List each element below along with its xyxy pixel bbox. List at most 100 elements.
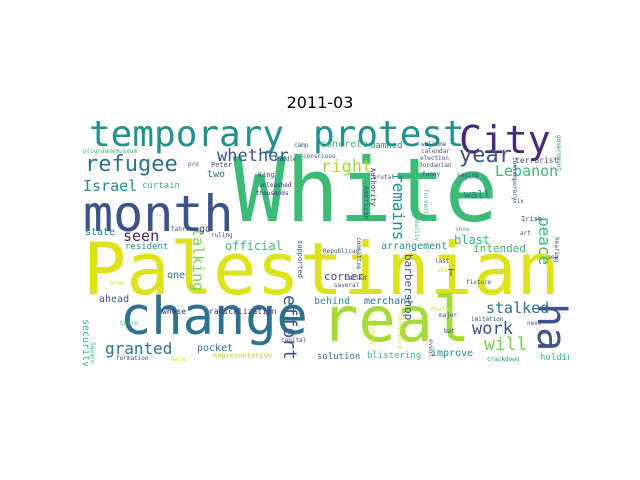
word: whose bbox=[162, 307, 187, 316]
word: go bbox=[199, 224, 212, 235]
word: Cairo bbox=[120, 320, 139, 327]
word: Peter bbox=[211, 161, 233, 169]
word: state bbox=[85, 227, 116, 238]
word: City bbox=[459, 121, 551, 162]
word: Gaza bbox=[171, 356, 186, 363]
word: Representative bbox=[213, 352, 273, 360]
word: contemporary bbox=[511, 157, 518, 201]
word: King bbox=[258, 171, 275, 179]
word: granted bbox=[105, 339, 173, 358]
word: formation bbox=[116, 355, 149, 362]
word: funny bbox=[422, 171, 441, 178]
word: behind bbox=[314, 296, 351, 307]
word: improve bbox=[431, 348, 474, 359]
word: event bbox=[427, 339, 434, 358]
word: several bbox=[334, 282, 360, 289]
word: one bbox=[167, 270, 186, 281]
word: welcome bbox=[421, 141, 447, 148]
word: fixture bbox=[466, 279, 492, 286]
word: White bbox=[233, 139, 498, 242]
word: work bbox=[472, 319, 513, 339]
word: thousands bbox=[256, 190, 289, 197]
word: terrorist bbox=[515, 156, 559, 165]
word: seen bbox=[123, 227, 160, 245]
word: saying bbox=[457, 172, 479, 179]
word: whether bbox=[217, 146, 289, 166]
word: six bbox=[513, 198, 524, 205]
word: change bbox=[120, 287, 308, 347]
word: show bbox=[455, 226, 470, 233]
word: protest bbox=[313, 121, 465, 155]
word: last bbox=[435, 258, 450, 265]
word: see bbox=[547, 254, 558, 261]
word: two bbox=[207, 169, 226, 180]
word: conference bbox=[396, 313, 403, 350]
word: major bbox=[439, 312, 458, 319]
word: right bbox=[321, 157, 373, 177]
word: imitation bbox=[471, 316, 504, 323]
word: arrangement bbox=[381, 241, 448, 252]
word: holding bbox=[540, 353, 570, 363]
word: refugee bbox=[85, 152, 178, 177]
word: committee bbox=[355, 237, 362, 270]
word: year bbox=[459, 143, 512, 168]
word: month bbox=[83, 185, 234, 243]
word: American bbox=[362, 186, 370, 220]
word: corner bbox=[324, 270, 364, 283]
word: effort bbox=[279, 295, 300, 361]
word: blistering bbox=[367, 351, 422, 361]
word: solution bbox=[317, 352, 361, 362]
word: election bbox=[420, 155, 449, 162]
word: temporary bbox=[89, 121, 285, 155]
word: Middle bbox=[275, 156, 297, 163]
word: Army bbox=[110, 280, 125, 287]
word: fervently bbox=[422, 189, 429, 222]
word: barbershop bbox=[402, 254, 415, 321]
word: ruling bbox=[211, 232, 233, 239]
word: lasting bbox=[369, 319, 376, 345]
word: remains bbox=[389, 173, 408, 241]
word: brutal bbox=[373, 174, 395, 181]
word: radicalization bbox=[209, 307, 277, 316]
word: Israel bbox=[83, 177, 138, 195]
word: resident bbox=[125, 242, 169, 252]
word: official bbox=[225, 239, 283, 253]
word: calendar bbox=[421, 148, 450, 155]
word: Palestinian bbox=[83, 227, 560, 311]
word: damned bbox=[370, 141, 403, 151]
word: next bbox=[527, 320, 542, 327]
word: Tahrir bbox=[171, 226, 193, 233]
word: conscious bbox=[303, 153, 336, 160]
word: called bbox=[345, 275, 367, 282]
word: curtain bbox=[142, 181, 180, 191]
word: pocket bbox=[197, 343, 234, 354]
word: real bbox=[321, 283, 471, 356]
word: Muslim bbox=[431, 306, 453, 313]
word: crackdown bbox=[487, 356, 520, 363]
word: will bbox=[484, 334, 528, 355]
word: T bbox=[448, 268, 455, 279]
word: solidarity bbox=[413, 205, 420, 242]
chart-title: 2011-03 bbox=[286, 93, 354, 112]
word: stay bbox=[437, 267, 452, 274]
word: intended bbox=[473, 242, 526, 255]
word: bat bbox=[444, 328, 455, 335]
word: camp bbox=[294, 142, 309, 149]
word: programmemuseum bbox=[83, 148, 138, 155]
word: merchant bbox=[364, 296, 413, 307]
word: stalked bbox=[486, 299, 550, 317]
word: Irish bbox=[521, 215, 543, 223]
word: capital bbox=[281, 337, 307, 344]
word: unleashed bbox=[259, 182, 292, 189]
word: pro bbox=[188, 161, 199, 168]
word: Republican bbox=[323, 248, 360, 255]
word-cloud: White Palestinian real change month City… bbox=[83, 121, 570, 366]
word: talking bbox=[189, 228, 207, 292]
word: Square bbox=[89, 342, 96, 364]
word: Jordanian bbox=[419, 162, 452, 169]
word: art bbox=[520, 230, 531, 237]
word: ahead bbox=[99, 294, 130, 305]
word: Lebanon bbox=[495, 162, 559, 180]
word: supported bbox=[296, 240, 304, 278]
word: wall bbox=[464, 188, 491, 201]
